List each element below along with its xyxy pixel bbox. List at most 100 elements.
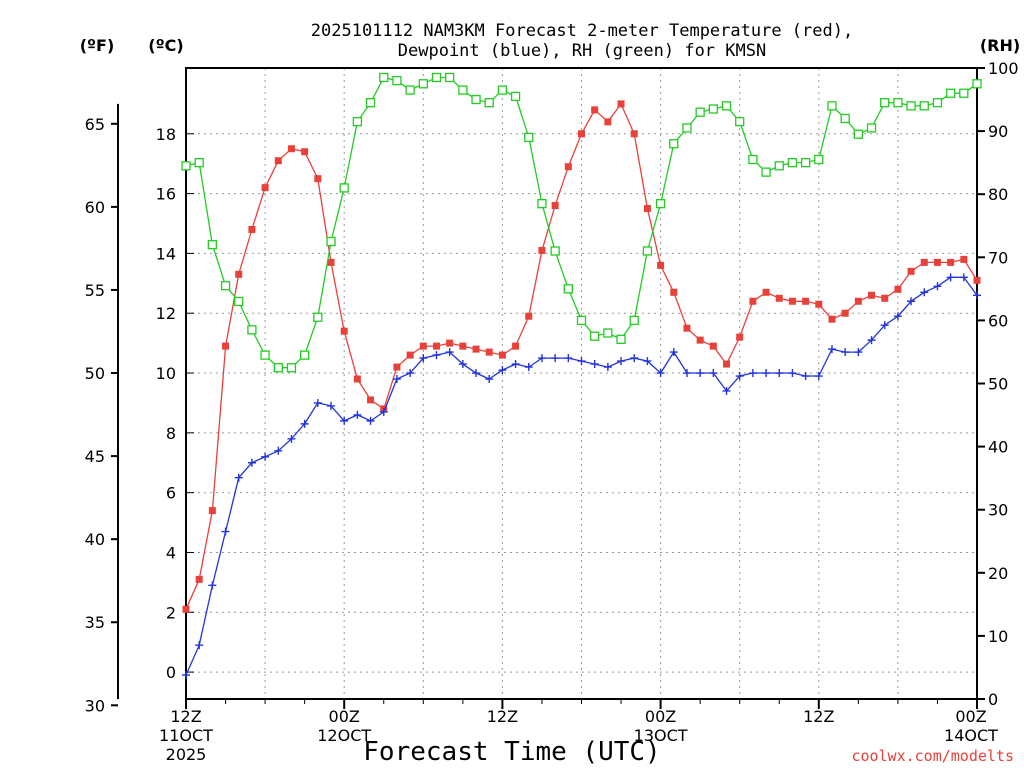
series-0-point-43 [749,297,757,305]
series-1-point-48 [814,372,823,381]
series-layer [181,72,982,680]
series-2-point-20 [445,72,455,83]
series-0-point-25 [512,342,520,350]
series-2-point-45 [774,161,784,171]
series-2-point-30 [576,315,587,326]
series-0-point-26 [525,312,533,320]
series-0-point-22 [472,345,480,353]
series-1-point-49 [827,345,836,354]
series-2-point-16 [392,75,402,86]
series-0-point-46 [788,297,796,305]
series-1-point-39 [696,369,705,378]
series-2-point-59 [959,88,969,98]
series-1-point-43 [748,369,757,378]
x-tick-label-12-1: 12OCT [317,726,371,745]
x-tick-label-0-0: 12Z [170,707,201,726]
series-0-point-47 [802,297,810,305]
series-1-point-54 [893,312,902,321]
series-0-point-11 [327,258,335,266]
series-0-point-23 [485,348,493,356]
series-0-point-54 [894,285,902,293]
series-1-point-36 [656,369,665,378]
series-1-point-4 [234,473,243,482]
celsius-tick-label-8: 8 [166,424,176,443]
series-2-point-57 [932,98,943,108]
series-1-point-17 [406,369,415,378]
series-1-point-32 [603,363,612,372]
series-0-point-35 [643,205,651,213]
series-2-point-4 [234,296,244,307]
series-1-point-53 [880,321,889,330]
celsius-unit-label: (ºC) [148,36,183,55]
series-0-point-9 [301,148,309,156]
series-2-point-6 [260,350,270,360]
x-tick-label-60-0: 00Z [955,707,986,726]
series-1-point-21 [458,360,467,369]
series-0-point-56 [920,258,928,266]
series-1-point-8 [287,434,296,443]
series-2-point-25 [510,91,521,102]
x-axis-label: Forecast Time (UTC) [363,737,660,767]
series-2-point-44 [761,167,771,177]
series-1-point-25 [511,360,520,369]
series-1-point-60 [973,291,981,300]
series-1-point-1 [195,641,204,650]
fahrenheit-tick-label-45: 45 [85,447,105,466]
celsius-tick-label-16: 16 [156,185,176,204]
fahrenheit-tick-label-50: 50 [85,364,105,383]
series-2-point-35 [642,246,653,256]
rh-tick-label-80: 80 [988,185,1008,204]
series-2-point-56 [919,101,929,111]
rh-tick-label-10: 10 [988,627,1008,646]
series-2-point-48 [814,154,824,165]
series-1-point-19 [432,351,441,360]
fahrenheit-tick-label-35: 35 [85,613,105,632]
series-2-point-38 [682,123,692,133]
x-tick-label-48-0: 12Z [803,707,834,726]
series-0-point-21 [459,342,467,350]
series-2-point-37 [669,139,679,149]
series-1-point-34 [630,354,639,363]
series-2-point-32 [603,328,613,338]
celsius-tick-label-2: 2 [166,603,176,622]
series-0-point-37 [670,288,678,296]
series-2-point-24 [497,85,508,95]
series-2-point-28 [550,246,560,256]
celsius-tick-label-0: 0 [166,663,176,682]
series-0-point-40 [709,342,717,350]
series-1-point-28 [551,354,560,363]
series-2-point-43 [748,154,758,165]
series-0-point-6 [261,184,269,192]
fahrenheit-tick-label-55: 55 [85,281,105,300]
series-1-point-57 [933,282,942,291]
series-1-point-47 [801,372,810,381]
series-2-point-7 [273,363,283,373]
series-2-point-51 [853,129,863,139]
series-2-point-31 [590,331,600,341]
series-0-point-1 [195,575,203,583]
grid-layer [186,68,977,699]
series-1-point-50 [841,348,850,357]
series-1-point-22 [472,369,481,378]
series-0-point-52 [868,291,876,299]
series-1-point-3 [221,527,230,536]
fahrenheit-unit-label: (ºF) [80,36,115,55]
series-0-point-13 [353,375,361,383]
series-2-point-21 [458,85,468,95]
series-1-point-9 [300,419,309,428]
series-2-point-41 [721,101,732,111]
x-tick-label-0-1: 11OCT [159,726,213,745]
x-tick-label-24-0: 12Z [487,707,518,726]
series-1-point-18 [419,354,428,363]
x-tick-label-12-0: 00Z [329,707,360,726]
series-0-point-53 [881,294,889,302]
celsius-tick-label-18: 18 [156,125,176,144]
series-0-point-14 [367,396,375,404]
celsius-tick-label-14: 14 [156,244,176,263]
series-0-point-48 [815,300,823,308]
series-2-point-15 [379,72,389,83]
series-0-point-36 [657,261,665,269]
celsius-tick-label-12: 12 [156,304,176,323]
series-0-point-24 [498,351,506,359]
x-tick-label-0-2: 2025 [166,745,207,764]
